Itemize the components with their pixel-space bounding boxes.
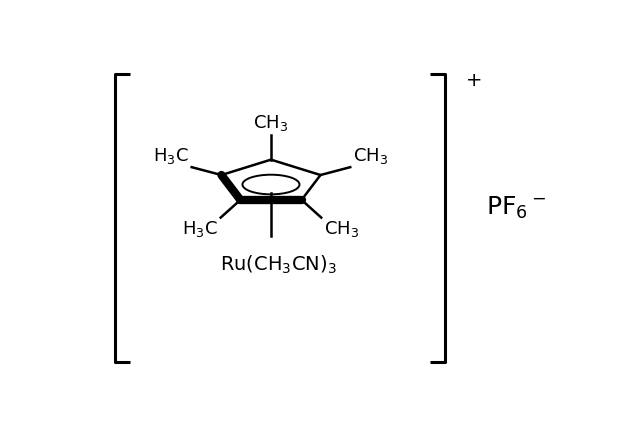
Text: PF$_6$$^-$: PF$_6$$^-$	[486, 195, 547, 221]
Text: CH$_3$: CH$_3$	[324, 218, 359, 238]
Text: +: +	[466, 71, 483, 90]
Text: H$_3$C: H$_3$C	[154, 146, 189, 166]
Text: CH$_3$: CH$_3$	[353, 146, 388, 166]
Text: H$_3$C: H$_3$C	[182, 218, 218, 238]
Text: Ru(CH$_3$CN)$_3$: Ru(CH$_3$CN)$_3$	[220, 254, 337, 276]
Text: CH$_3$: CH$_3$	[253, 113, 289, 133]
